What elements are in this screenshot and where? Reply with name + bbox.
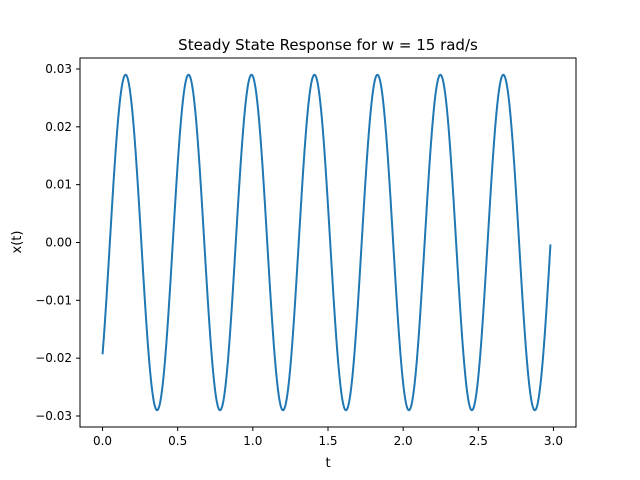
- y-tick-label: −0.03: [35, 409, 72, 423]
- x-tick-label: 2.5: [469, 434, 488, 448]
- chart-title: Steady State Response for w = 15 rad/s: [178, 36, 478, 54]
- x-tick-label: 1.0: [243, 434, 262, 448]
- x-tick-label: 2.0: [394, 434, 413, 448]
- y-axis-label: x(t): [10, 231, 25, 254]
- y-tick-label: −0.02: [35, 351, 72, 365]
- x-axis: 0.0 0.5 1.0 1.5 2.0 2.5 3.0: [93, 427, 563, 448]
- y-tick-label: 0.01: [45, 178, 72, 192]
- x-tick-label: 1.5: [318, 434, 337, 448]
- y-axis: −0.03 −0.02 −0.01 0.00 0.01 0.02 0.03: [35, 62, 80, 423]
- series-line: [101, 73, 552, 412]
- x-tick-label: 3.0: [544, 434, 563, 448]
- y-tick-label: 0.00: [45, 236, 72, 250]
- y-tick-label: 0.03: [45, 62, 72, 76]
- x-axis-label: t: [325, 456, 330, 471]
- y-tick-label: −0.01: [35, 293, 72, 307]
- x-tick-label: 0.5: [168, 434, 187, 448]
- x-tick-label: 0.0: [93, 434, 112, 448]
- y-tick-label: 0.02: [45, 120, 72, 134]
